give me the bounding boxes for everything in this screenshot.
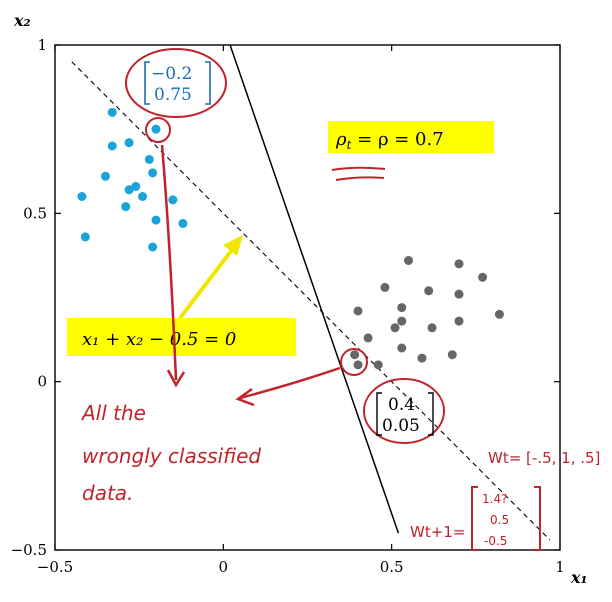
black-vector-top: 0.4 [388,395,415,415]
gray-point [350,350,360,360]
x-axis-label: x₁ [570,568,588,587]
y-tick-label: 0 [37,373,47,391]
wt1-value-1: 1.4? [482,492,507,506]
blue-point [107,107,117,117]
blue-point [124,185,134,195]
blue-point [131,181,141,191]
blue-point [121,202,131,212]
blue-vector-bracket-right [205,61,211,105]
blue-point [168,195,178,205]
blue-misclassified-circle [145,117,171,143]
gray-point [447,350,457,360]
wt1-label: Wt+1= [410,523,465,541]
gray-point [390,323,400,333]
y-tick-label: 0.5 [23,204,47,222]
gray-point [454,259,464,269]
decision-lines [71,44,551,541]
plot-frame [54,44,561,551]
rho-underline [331,166,386,181]
blue-point [148,168,158,178]
gray-point [454,289,464,299]
wt1-value-3: -0.5 [484,534,507,548]
rho-equation: ρt = ρ = 0.7 [335,129,444,152]
rho-highlight [328,121,494,153]
gray-point [363,333,373,343]
black-vector-circle [363,378,445,444]
y-tick-label: −0.5 [11,541,47,559]
x-tick-label: 1 [555,558,565,576]
wt1-value-2: 0.5 [490,513,509,527]
blue-vector-top: −0.2 [151,64,192,84]
red-arrow-gray [239,366,341,400]
yellow-arrow [178,240,240,320]
x-tick-label: 0.5 [380,558,404,576]
axis-ticks: −0.5−0.5 0 0 0.5 0.5 1 1 [11,36,565,576]
y-axis-label: x₂ [13,11,31,30]
gray-point [404,255,413,265]
gray-point [427,323,437,333]
gray-misclassified-circle [340,348,368,376]
x-tick-label: −0.5 [37,558,73,576]
equation-highlight [67,318,296,356]
blue-point [151,124,161,134]
gray-point [397,343,407,353]
wt-label: Wt= [-.5, 1, .5] [488,449,600,467]
gray-point [397,316,407,326]
y-tick-label: 1 [37,36,47,54]
gray-point [424,286,434,296]
gray-point [353,360,363,370]
note-line-3: data. [82,481,133,505]
solid-boundary-line [229,44,400,534]
gray-point [353,306,363,316]
blue-vector-circle [125,48,227,118]
note-line-2: wrongly classified [82,444,261,468]
red-arrowhead-blue [166,369,186,388]
blue-vector-bottom: 0.75 [154,85,192,105]
dashed-boundary-line [71,61,551,541]
note-line-1: All the [80,401,146,425]
gray-point [373,360,383,370]
black-vector-bottom: 0.05 [382,416,420,436]
gray-point [397,303,407,313]
blue-point [124,138,134,148]
blue-point [107,141,117,151]
wt1-bracket-left [471,486,478,551]
gray-point [478,272,488,282]
red-arrow-blue [160,144,178,381]
gray-point [380,282,390,292]
gray-point [494,309,504,319]
blue-point [80,232,90,242]
black-vector-bracket-left [376,392,382,436]
blue-point [77,192,87,201]
blue-point [101,171,110,181]
blue-vector-bracket-left [144,61,150,105]
blue-point [138,192,148,201]
blue-point [151,215,161,225]
blue-point [178,218,188,228]
blue-point [144,154,154,164]
yellow-arrowhead [223,235,243,256]
wt1-bracket-right [534,486,541,551]
hyperplane-equation: x₁ + x₂ − 0.5 = 0 [82,329,236,350]
gray-point [454,316,464,326]
blue-point [148,242,158,252]
gray-point [417,353,427,363]
red-arrowhead-gray [235,387,255,407]
black-vector-bracket-right [428,392,434,436]
x-tick-label: 0 [219,558,229,576]
data-points [77,107,504,370]
